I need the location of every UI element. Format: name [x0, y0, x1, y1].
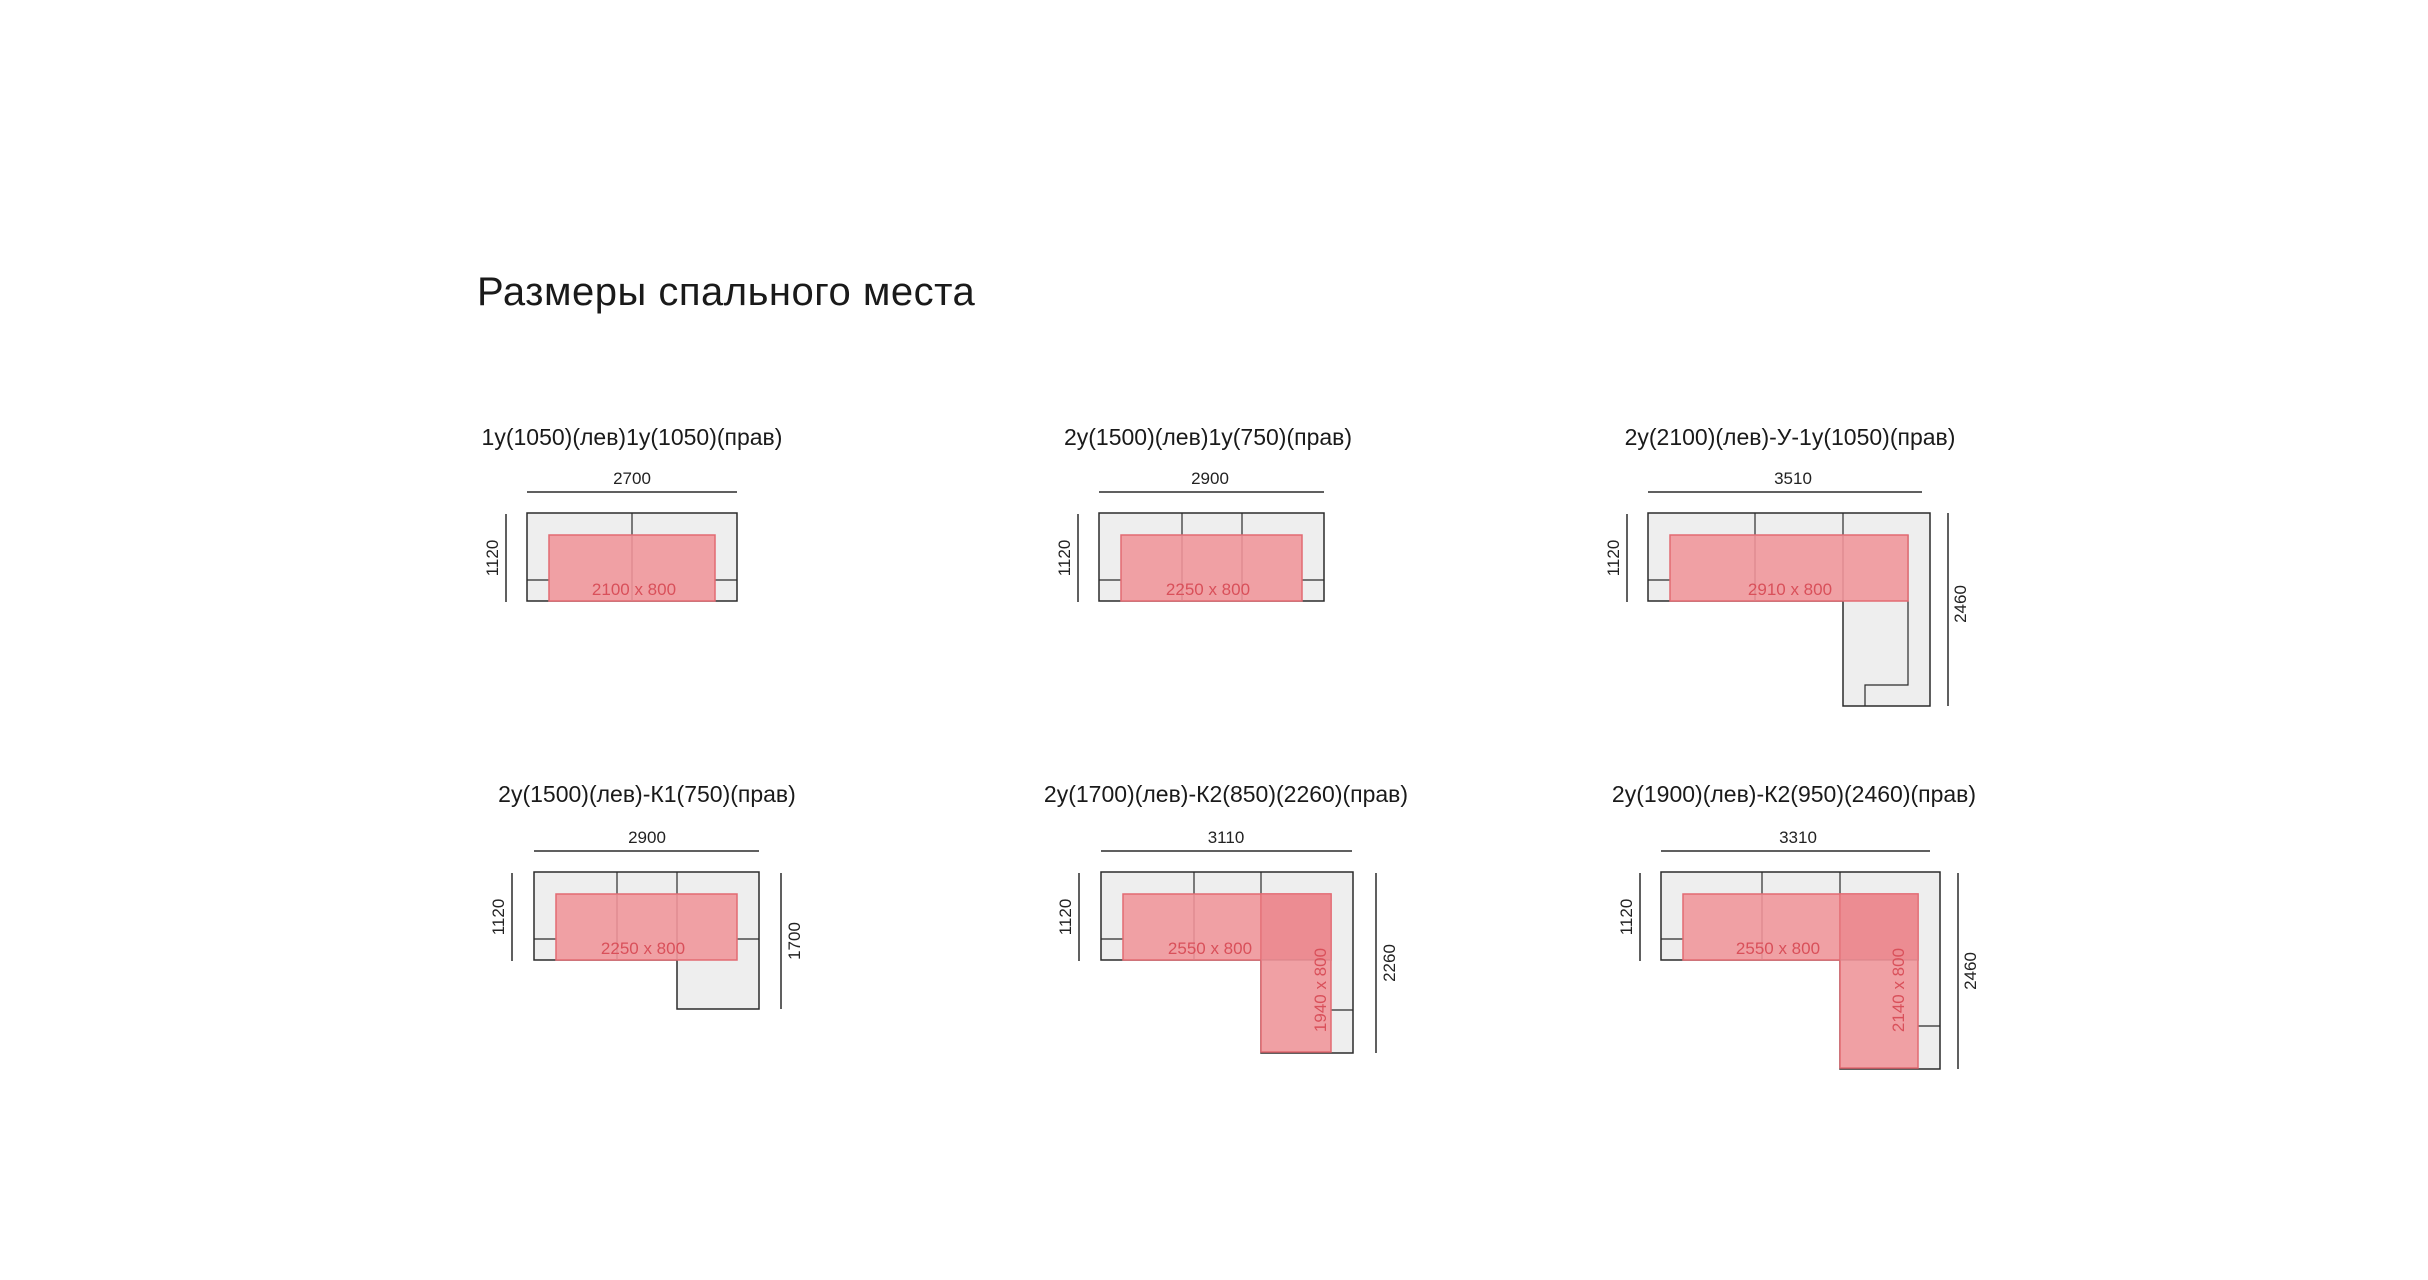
config-5-sleep-size: 2550 х 800 — [1168, 939, 1252, 958]
config-4-sleep-size: 2250 х 800 — [601, 939, 685, 958]
config-5-model: 2у(1700)(лев)-К2(850)(2260)(прав) — [1044, 781, 1408, 807]
config-3-width: 3510 — [1774, 469, 1812, 488]
config-2-sleep-area — [1120, 534, 1303, 602]
config-3: 2у(2100)(лев)-У-1у(1050)(прав) 3510 1120… — [1604, 424, 1970, 707]
config-1-width: 2700 — [613, 469, 651, 488]
config-3-sleep-size: 2910 х 800 — [1748, 580, 1832, 599]
config-4: 2у(1500)(лев)-К1(750)(прав) 2900 1120 17… — [489, 781, 804, 1010]
page-title: Размеры спального места — [477, 270, 976, 314]
config-6-side: 2460 — [1961, 952, 1980, 990]
config-4-seams — [534, 872, 759, 940]
config-5-sleep-size-2: 1940 х 800 — [1311, 948, 1330, 1032]
config-6-model: 2у(1900)(лев)-К2(950)(2460)(прав) — [1612, 781, 1976, 807]
config-6-seams — [1661, 872, 1940, 1027]
config-3-depth: 1120 — [1604, 540, 1623, 577]
config-1-depth: 1120 — [483, 540, 502, 577]
config-2-width: 2900 — [1191, 469, 1229, 488]
config-3-model: 2у(2100)(лев)-У-1у(1050)(прав) — [1625, 424, 1956, 450]
config-6-sleep-overlap — [1839, 893, 1919, 961]
config-5-depth: 1120 — [1056, 899, 1075, 936]
config-5-seams — [1101, 872, 1353, 1011]
config-4-sleep-area — [555, 893, 738, 961]
config-4-side: 1700 — [785, 922, 804, 960]
config-5-width: 3110 — [1208, 828, 1245, 847]
config-6-depth: 1120 — [1617, 899, 1636, 936]
config-5: 2у(1700)(лев)-К2(850)(2260)(прав) 3110 1… — [1044, 781, 1408, 1054]
config-3-seams — [1648, 513, 1909, 706]
config-1: 1у(1050)(лев)1у(1050)(прав) 2700 1120 21… — [482, 424, 783, 602]
config-1-sleep-size: 2100 х 800 — [592, 580, 676, 599]
config-1-seams — [527, 513, 737, 581]
config-4-model: 2у(1500)(лев)-К1(750)(прав) — [498, 781, 796, 807]
config-3-side: 2460 — [1951, 585, 1970, 623]
config-6-width: 3310 — [1779, 828, 1817, 847]
config-2-seams — [1099, 513, 1324, 581]
config-6: 2у(1900)(лев)-К2(950)(2460)(прав) 3310 1… — [1612, 781, 1980, 1070]
config-6-sleep-size: 2550 х 800 — [1736, 939, 1820, 958]
config-3-sleep-area — [1669, 534, 1909, 602]
config-5-sleep-overlap — [1260, 893, 1332, 961]
config-2-model: 2у(1500)(лев)1у(750)(прав) — [1064, 424, 1352, 450]
config-5-side: 2260 — [1380, 944, 1399, 982]
config-2: 2у(1500)(лев)1у(750)(прав) 2900 1120 225… — [1055, 424, 1352, 602]
config-4-width: 2900 — [628, 828, 666, 847]
config-2-depth: 1120 — [1055, 540, 1074, 577]
config-4-depth: 1120 — [489, 899, 508, 936]
config-6-sleep-size-2: 2140 х 800 — [1889, 948, 1908, 1032]
config-1-model: 1у(1050)(лев)1у(1050)(прав) — [482, 424, 783, 450]
config-2-sleep-size: 2250 х 800 — [1166, 580, 1250, 599]
